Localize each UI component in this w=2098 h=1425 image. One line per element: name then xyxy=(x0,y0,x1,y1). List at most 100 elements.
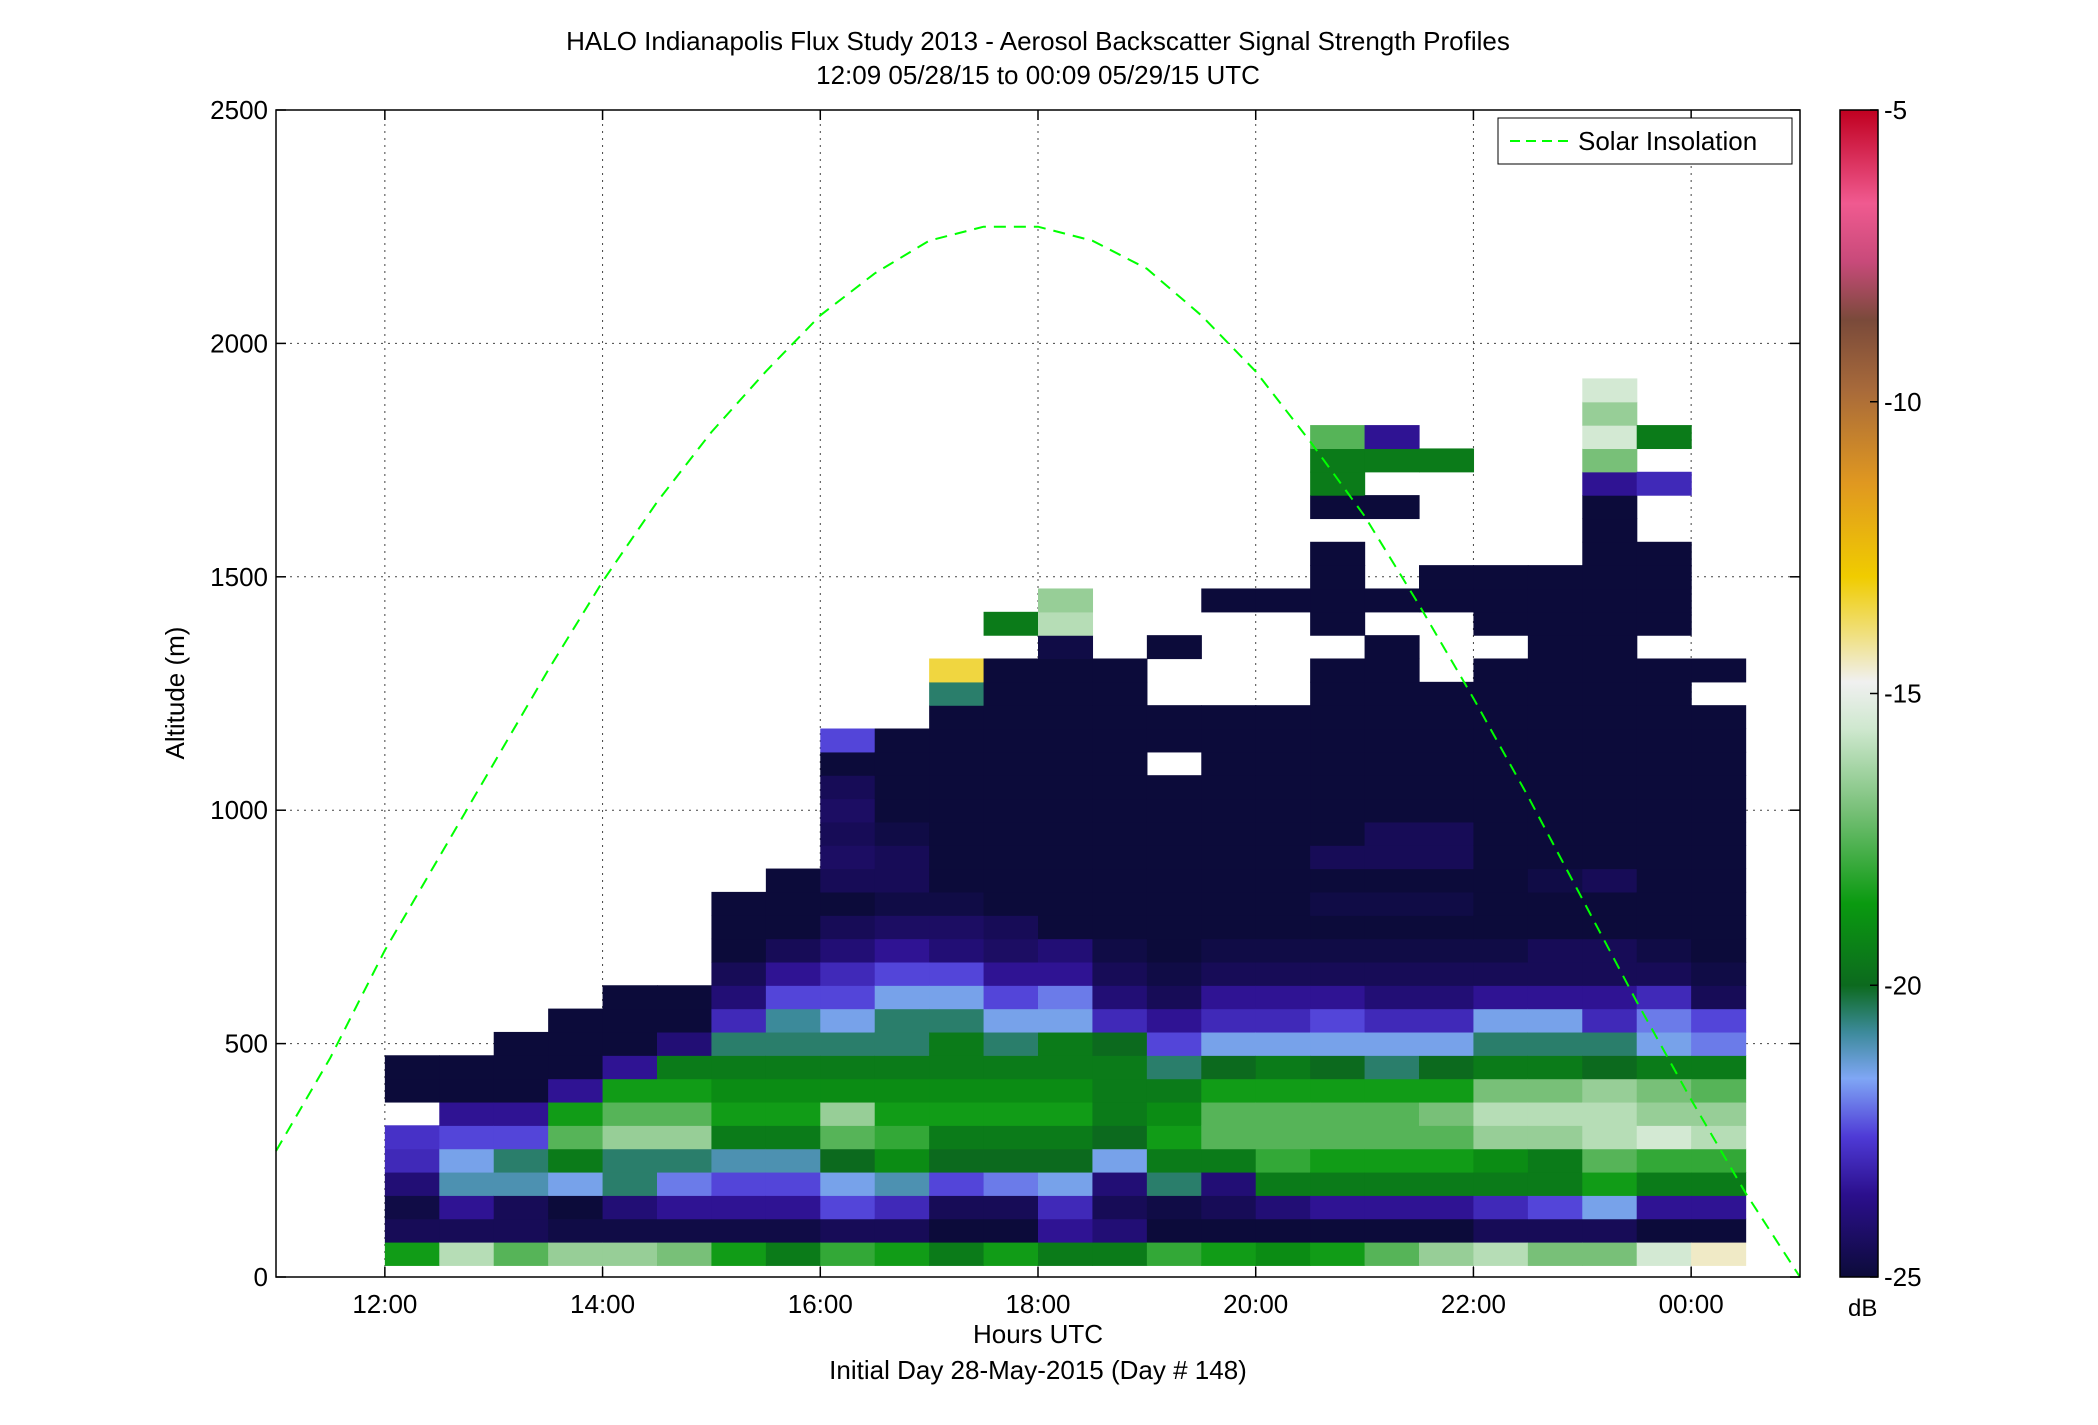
heatmap-cell xyxy=(1038,1031,1094,1056)
heatmap-cell xyxy=(1092,845,1148,870)
heatmap-cell xyxy=(1310,1195,1366,1220)
heatmap-cell xyxy=(1310,798,1366,823)
heatmap-cell xyxy=(1364,845,1420,870)
heatmap-cell xyxy=(1310,611,1366,636)
heatmap-cell xyxy=(1582,518,1638,543)
heatmap-cell xyxy=(1419,705,1475,730)
heatmap-cell xyxy=(548,1241,604,1266)
heatmap-cell xyxy=(1146,1241,1202,1266)
heatmap-cell xyxy=(1038,728,1094,753)
heatmap-cell xyxy=(711,915,767,940)
heatmap-cell xyxy=(1636,775,1692,800)
heatmap-cell xyxy=(1201,1078,1257,1103)
x-tick-label: 00:00 xyxy=(1659,1289,1724,1319)
heatmap-cell xyxy=(1201,891,1257,916)
heatmap-cell xyxy=(1038,915,1094,940)
heatmap-cell xyxy=(493,1055,549,1080)
heatmap-cell xyxy=(1201,1171,1257,1196)
heatmap-cell xyxy=(1038,775,1094,800)
heatmap-cell xyxy=(874,1031,930,1056)
heatmap-cell xyxy=(1364,1101,1420,1126)
heatmap-cell xyxy=(1146,1148,1202,1173)
heatmap-cell xyxy=(1527,1008,1583,1033)
heatmap-cell xyxy=(1691,775,1747,800)
heatmap-cell xyxy=(1473,1171,1529,1196)
heatmap-cell xyxy=(1527,961,1583,986)
heatmap-cell xyxy=(1582,471,1638,496)
heatmap-cell xyxy=(1038,868,1094,893)
heatmap-cell xyxy=(1636,961,1692,986)
heatmap-cell xyxy=(1636,1171,1692,1196)
y-tick-label: 1500 xyxy=(210,562,268,592)
heatmap-cell xyxy=(384,1148,440,1173)
heatmap-cell xyxy=(1092,1171,1148,1196)
heatmap-cell xyxy=(820,1008,876,1033)
heatmap-cell xyxy=(1691,705,1747,730)
heatmap-cell xyxy=(1255,1008,1311,1033)
heatmap-cell xyxy=(1473,985,1529,1010)
heatmap-cell xyxy=(1582,868,1638,893)
heatmap-cell xyxy=(1038,938,1094,963)
heatmap-cell xyxy=(1636,541,1692,566)
heatmap-cell xyxy=(1364,938,1420,963)
heatmap-cell xyxy=(1473,1125,1529,1150)
heatmap-cell xyxy=(983,1148,1039,1173)
heatmap-cell xyxy=(983,868,1039,893)
heatmap-cell xyxy=(1364,588,1420,613)
heatmap-cell xyxy=(1582,681,1638,706)
heatmap-cell xyxy=(983,1055,1039,1080)
heatmap-cell xyxy=(874,1195,930,1220)
colorbar-ticks: -25 -20 -15 -10 -5 xyxy=(1870,95,1922,1292)
heatmap-cell xyxy=(1419,751,1475,776)
heatmap-cell xyxy=(1146,821,1202,846)
heatmap-cell xyxy=(1310,775,1366,800)
heatmap-cell xyxy=(1691,798,1747,823)
heatmap-cell xyxy=(548,1008,604,1033)
heatmap-cell xyxy=(493,1125,549,1150)
x-axis-sublabel: Initial Day 28-May-2015 (Day # 148) xyxy=(829,1355,1247,1385)
heatmap-cell xyxy=(1582,448,1638,473)
heatmap-cell xyxy=(983,1031,1039,1056)
heatmap-cell xyxy=(1691,1031,1747,1056)
heatmap-cell xyxy=(983,938,1039,963)
heatmap-cell xyxy=(711,1148,767,1173)
heatmap-cell xyxy=(1527,588,1583,613)
heatmap-cell xyxy=(1255,1101,1311,1126)
heatmap-cell xyxy=(929,681,985,706)
heatmap-cell xyxy=(439,1055,495,1080)
heatmap-cell xyxy=(874,1078,930,1103)
heatmap-cell xyxy=(1201,1031,1257,1056)
heatmap-cell xyxy=(1691,845,1747,870)
heatmap-cell xyxy=(1092,1055,1148,1080)
colorbar-tick-label: -25 xyxy=(1884,1262,1922,1292)
heatmap-cell xyxy=(1092,1101,1148,1126)
heatmap-cell xyxy=(1527,1218,1583,1243)
heatmap-cell xyxy=(874,961,930,986)
heatmap-cell xyxy=(1364,495,1420,520)
heatmap-cell xyxy=(1582,1078,1638,1103)
colorbar-tick-label: -20 xyxy=(1884,970,1922,1000)
heatmap-cell xyxy=(1201,775,1257,800)
x-tick-label: 22:00 xyxy=(1441,1289,1506,1319)
heatmap-cell xyxy=(874,798,930,823)
heatmap-cell xyxy=(1364,751,1420,776)
heatmap-cell xyxy=(1691,891,1747,916)
heatmap-cell xyxy=(1636,798,1692,823)
heatmap-cell xyxy=(602,1078,658,1103)
heatmap-cell xyxy=(1527,938,1583,963)
heatmap-cell xyxy=(1419,1241,1475,1266)
heatmap-cell xyxy=(1527,985,1583,1010)
heatmap-cell xyxy=(548,1101,604,1126)
heatmap-cell xyxy=(765,1171,821,1196)
heatmap-cell xyxy=(1636,1241,1692,1266)
heatmap-cell xyxy=(1038,611,1094,636)
heatmap-cell xyxy=(602,1031,658,1056)
heatmap-cell xyxy=(983,985,1039,1010)
heatmap-cell xyxy=(765,938,821,963)
heatmap-cell xyxy=(1364,1195,1420,1220)
heatmap-cell xyxy=(1636,425,1692,450)
heatmap-cell xyxy=(384,1218,440,1243)
heatmap-cell xyxy=(983,961,1039,986)
heatmap-cell xyxy=(1310,961,1366,986)
